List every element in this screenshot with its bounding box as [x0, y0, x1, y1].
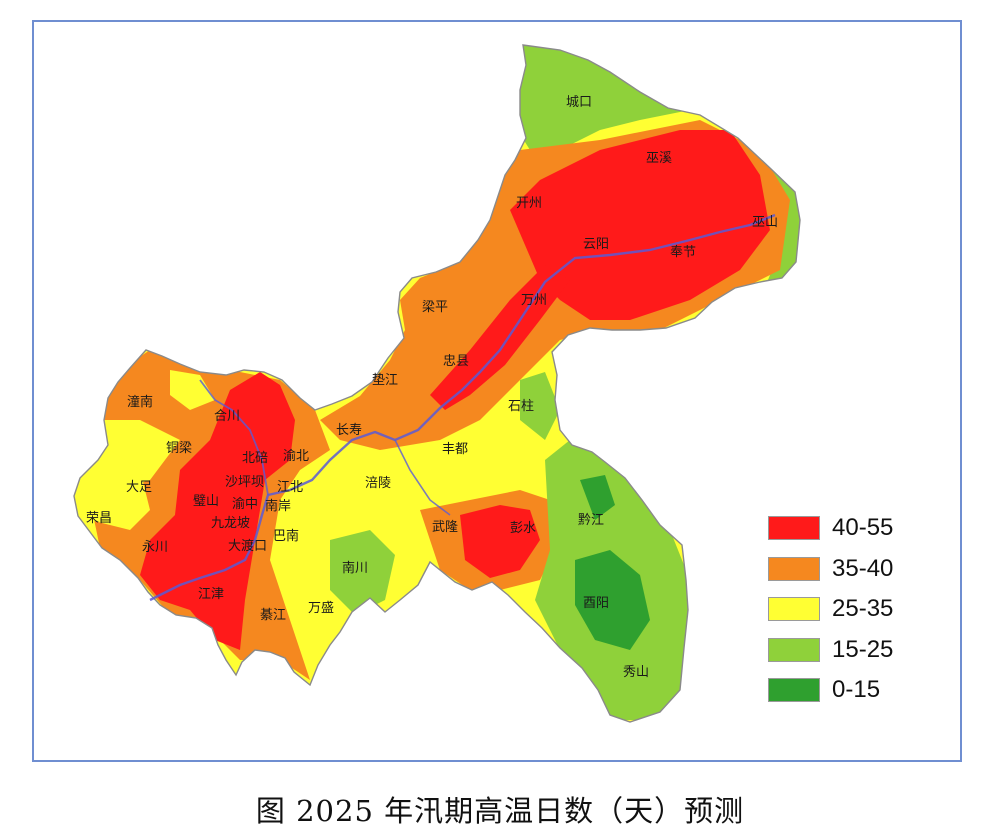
legend-label: 40-55 [832, 514, 894, 542]
yangtze-river [149, 213, 776, 602]
place-label: 南川 [342, 560, 368, 576]
place-label: 九龙坡 [211, 516, 250, 531]
place-label: 渝中 [232, 496, 258, 512]
place-label: 武隆 [432, 520, 458, 535]
place-label: 城口 [566, 95, 592, 110]
figure-caption: 图 2025 年汛期高温日数（天）预测 [255, 794, 745, 828]
place-label: 江北 [277, 480, 303, 495]
place-label: 璧山 [193, 493, 219, 509]
place-label: 丰都 [442, 442, 468, 457]
place-label: 大足 [126, 480, 152, 495]
place-label: 万州 [521, 293, 547, 308]
legend-swatch [768, 678, 820, 703]
legend-label: 15-25 [832, 635, 894, 663]
place-label: 梁平 [422, 300, 448, 315]
legend-label: 35-40 [832, 554, 894, 582]
place-label: 长寿 [336, 423, 362, 438]
place-label: 垫江 [372, 372, 398, 388]
place-label: 云阳 [583, 237, 609, 252]
place-label: 酉阳 [583, 596, 609, 611]
place-label: 万盛 [308, 601, 334, 616]
place-label: 黔江 [578, 513, 604, 528]
legend-swatch [768, 556, 820, 581]
place-label: 忠县 [443, 354, 469, 369]
place-label: 南岸 [265, 498, 291, 514]
place-label: 荣昌 [86, 511, 112, 526]
legend-label: 0-15 [832, 676, 881, 704]
place-label: 奉节 [670, 245, 696, 260]
place-label: 江津 [198, 587, 224, 602]
place-label: 巴南 [273, 528, 299, 544]
place-label: 石柱 [508, 399, 534, 414]
place-labels: 城口 巫溪 开州 巫山 云阳 奉节 梁平 万州 忠县 垫江 石柱 潼南 合川 长… [86, 95, 778, 680]
place-label: 沙坪坝 [225, 475, 264, 490]
place-label: 永川 [142, 540, 168, 555]
legend-item: 15-25 [768, 630, 938, 671]
place-label: 大渡口 [228, 538, 267, 554]
wu-river [394, 439, 451, 516]
place-label: 秀山 [623, 665, 649, 680]
legend: 40-55 35-40 25-35 15-25 0-15 [768, 508, 938, 711]
place-label: 巫溪 [646, 151, 672, 166]
place-label: 北碚 [242, 451, 268, 466]
legend-item: 35-40 [768, 549, 938, 590]
heat-regions [74, 45, 800, 722]
place-label: 开州 [516, 196, 542, 211]
place-label: 綦江 [260, 608, 286, 623]
place-label: 巫山 [752, 215, 778, 230]
place-label: 涪陵 [365, 476, 391, 491]
legend-item: 40-55 [768, 508, 938, 549]
legend-swatch [768, 597, 820, 622]
legend-swatch [768, 637, 820, 662]
legend-item: 0-15 [768, 670, 938, 711]
place-label: 彭水 [510, 521, 536, 536]
place-label: 铜梁 [166, 441, 192, 456]
place-label: 潼南 [127, 394, 153, 410]
place-label: 渝北 [283, 448, 309, 464]
legend-item: 25-35 [768, 589, 938, 630]
legend-label: 25-35 [832, 595, 894, 623]
place-label: 合川 [214, 409, 240, 424]
jialing-river [199, 379, 269, 496]
legend-swatch [768, 516, 820, 541]
